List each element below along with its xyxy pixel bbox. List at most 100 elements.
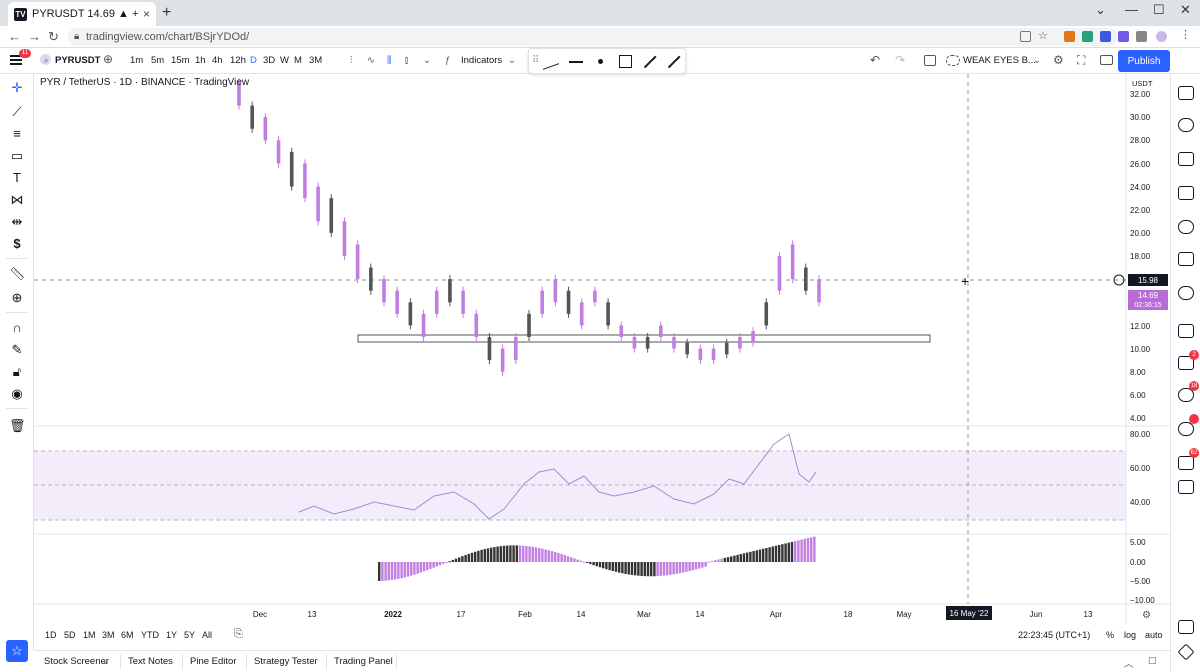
- prediction-tool-icon[interactable]: ⇹: [11, 214, 23, 229]
- range-5d[interactable]: 5D: [64, 630, 76, 640]
- rectangle-shape-icon[interactable]: ▭: [10, 148, 24, 163]
- auto-scale-toggle[interactable]: auto: [1145, 630, 1163, 640]
- data-window-icon[interactable]: [1178, 220, 1194, 234]
- interval-12h[interactable]: 12h: [230, 55, 246, 66]
- range-6m[interactable]: 6M: [121, 630, 134, 640]
- path-tool-icon[interactable]: [543, 54, 559, 70]
- symbol-search-button[interactable]: PYRUSDT: [55, 55, 101, 66]
- heikin-ashi-icon[interactable]: ⫾: [405, 55, 409, 66]
- reload-icon[interactable]: ↻: [48, 29, 59, 44]
- gear-icon[interactable]: ⚙: [1053, 53, 1064, 67]
- eye-icon[interactable]: ◉: [11, 386, 23, 401]
- text-tool-icon[interactable]: T: [13, 170, 21, 185]
- interval-5m[interactable]: 5m: [151, 55, 165, 66]
- trend-line-icon[interactable]: [643, 55, 657, 68]
- add-alert-plus-icon[interactable]: [1113, 274, 1125, 286]
- layout-name-button[interactable]: WEAK EYES B...: [963, 55, 1036, 66]
- calendar-icon[interactable]: [1178, 186, 1194, 200]
- chart-type-candles-icon[interactable]: ⫶: [350, 55, 353, 66]
- extension-icon[interactable]: [1118, 31, 1129, 42]
- collapse-panel-icon[interactable]: ︿: [1124, 659, 1134, 670]
- currency-label[interactable]: USDT: [1132, 79, 1153, 88]
- compare-plus-icon[interactable]: ⊕: [103, 52, 114, 66]
- log-scale-toggle[interactable]: log: [1124, 630, 1137, 640]
- profile-avatar[interactable]: [1156, 31, 1167, 42]
- chats-icon[interactable]: [1178, 356, 1194, 370]
- axis-settings-gear-icon[interactable]: ⚙: [1142, 610, 1151, 621]
- help-icon[interactable]: [1178, 620, 1194, 634]
- layout-select-icon[interactable]: [924, 55, 936, 66]
- chevron-down-icon[interactable]: ⌄: [1033, 55, 1041, 66]
- panel-tab-pine-editor[interactable]: Pine Editor: [190, 656, 237, 667]
- interval-4h[interactable]: 4h: [212, 55, 223, 66]
- forward-arrow-icon[interactable]: →: [28, 29, 41, 44]
- back-arrow-icon[interactable]: ←: [8, 29, 21, 44]
- redo-icon[interactable]: ↷: [895, 53, 906, 67]
- extensions-puzzle-icon[interactable]: [1136, 31, 1147, 42]
- range-1d[interactable]: 1D: [45, 630, 57, 640]
- undo-icon[interactable]: ↶: [870, 53, 881, 67]
- percent-scale-toggle[interactable]: %: [1106, 630, 1115, 640]
- draw-lock-icon[interactable]: ✎: [11, 342, 23, 357]
- maximize-panel-icon[interactable]: ☐: [1148, 656, 1157, 667]
- window-close-icon[interactable]: ✕: [1180, 2, 1191, 17]
- browser-tab[interactable]: TV PYRUSDT 14.69 ▲ +8.25% WEA ×: [8, 2, 156, 26]
- minimize-icon[interactable]: —: [1125, 2, 1138, 17]
- crosshair-icon[interactable]: ✛: [11, 80, 23, 95]
- camera-snapshot-icon[interactable]: [1100, 55, 1113, 65]
- line-style-icon[interactable]: [569, 61, 583, 63]
- search-icon[interactable]: ⌕: [44, 56, 49, 65]
- indicators-button[interactable]: Indicators: [461, 55, 503, 66]
- ideas-lightbulb-icon[interactable]: [1178, 286, 1194, 300]
- ruler-icon[interactable]: 📏︎: [9, 266, 26, 281]
- panel-tab-text-notes[interactable]: Text Notes: [128, 656, 173, 667]
- streams-icon[interactable]: [1178, 324, 1194, 338]
- panel-tab-stock-screener[interactable]: Stock Screener: [44, 656, 109, 667]
- indicators-icon[interactable]: ƒ: [445, 55, 451, 66]
- trend-line-tool-icon[interactable]: ⟋: [12, 104, 22, 119]
- chevron-down-icon[interactable]: ⌄: [1095, 2, 1106, 17]
- interval-3m[interactable]: 3M: [309, 55, 323, 66]
- extension-icon[interactable]: [1082, 31, 1093, 42]
- date-range-calendar-icon[interactable]: ⎘: [234, 628, 243, 640]
- trash-icon[interactable]: 🗑︎: [9, 418, 26, 433]
- star-bookmark-icon[interactable]: ☆: [1038, 30, 1048, 42]
- ray-line-icon[interactable]: [667, 55, 681, 68]
- news-icon[interactable]: [1178, 152, 1194, 166]
- fib-retracement-icon[interactable]: ≡: [13, 126, 21, 141]
- url-field[interactable]: 🔒︎ tradingview.com/chart/BSjrYDOd/: [68, 28, 1118, 46]
- new-tab-plus-icon[interactable]: +: [162, 4, 172, 21]
- interval-m[interactable]: M: [294, 55, 302, 66]
- share-icon[interactable]: [1020, 31, 1031, 42]
- calculator-icon[interactable]: [1178, 480, 1194, 494]
- drag-handle-icon[interactable]: ⠿: [532, 55, 540, 66]
- range-all[interactable]: All: [202, 630, 213, 640]
- browser-menu-icon[interactable]: ⋮: [1180, 29, 1191, 41]
- alerts-clock-icon[interactable]: [1178, 118, 1194, 132]
- favorites-star-icon[interactable]: ☆: [6, 640, 28, 662]
- chevron-down-icon[interactable]: ⌄: [423, 55, 431, 66]
- panel-tab-trading-panel[interactable]: Trading Panel: [334, 656, 393, 667]
- interval-15m[interactable]: 15m: [171, 55, 190, 66]
- layers-icon[interactable]: [1177, 643, 1195, 661]
- chart-line-icon[interactable]: ∿: [367, 55, 375, 66]
- grid-icon[interactable]: [1178, 252, 1194, 266]
- range-ytd[interactable]: YTD: [141, 630, 159, 640]
- interval-w[interactable]: W: [280, 55, 289, 66]
- panel-tab-strategy-tester[interactable]: Strategy Tester: [254, 656, 318, 667]
- chevron-down-icon[interactable]: ⌄: [102, 656, 110, 667]
- messages-icon[interactable]: [1178, 456, 1194, 470]
- chart-canvas[interactable]: + 32.00 30.00 28.00 26.00 24.00 22.00 20.00 18.…: [34, 74, 1170, 624]
- broadcast-icon[interactable]: [1178, 422, 1194, 436]
- range-1m[interactable]: 1M: [83, 630, 96, 640]
- magnet-icon[interactable]: ∩: [12, 320, 22, 335]
- close-icon[interactable]: ×: [142, 7, 150, 21]
- rectangle-tool-icon[interactable]: [619, 55, 632, 68]
- support-zone-rectangle[interactable]: [357, 334, 931, 343]
- candles-icon[interactable]: ⫼: [387, 55, 392, 66]
- range-3m[interactable]: 3M: [102, 630, 115, 640]
- fullscreen-icon[interactable]: ⛶: [1077, 53, 1086, 67]
- pattern-tool-icon[interactable]: ⋈: [10, 192, 24, 207]
- chevron-down-icon[interactable]: ⌄: [508, 55, 516, 66]
- watchlist-icon[interactable]: [1178, 86, 1194, 100]
